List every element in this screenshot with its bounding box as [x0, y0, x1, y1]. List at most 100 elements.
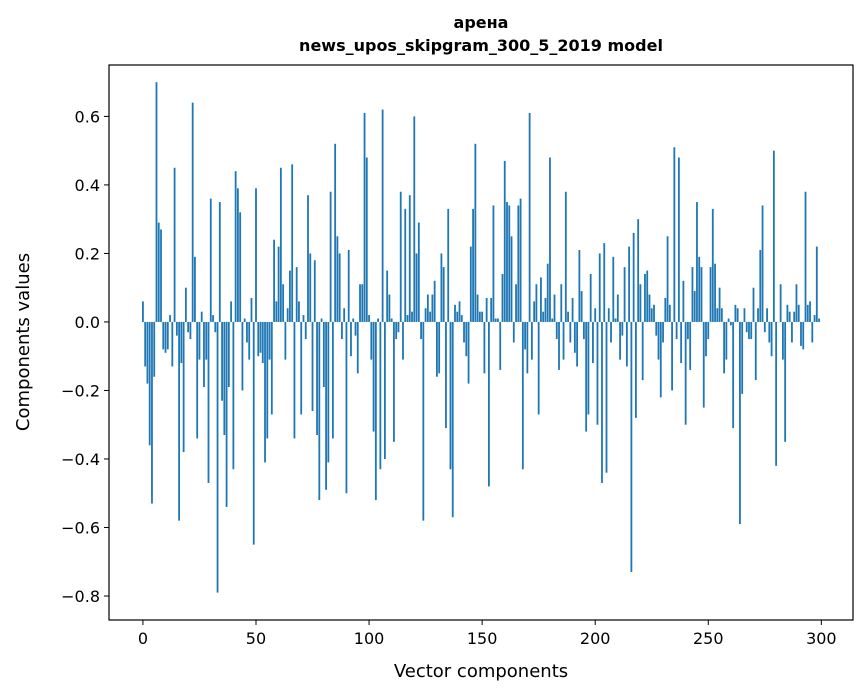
bar: [671, 321, 673, 391]
y-tick-label: −0.8: [61, 587, 100, 606]
bar: [164, 321, 167, 353]
bar: [417, 222, 420, 322]
bar: [277, 246, 280, 322]
bar: [729, 321, 732, 326]
bar: [506, 202, 508, 322]
bar: [657, 321, 660, 360]
bar: [155, 82, 158, 322]
bar: [352, 318, 355, 322]
bar: [449, 321, 452, 470]
bar: [350, 321, 352, 357]
bar: [664, 297, 667, 322]
bar: [232, 321, 235, 470]
bar: [610, 321, 612, 343]
bar: [589, 273, 592, 322]
bar: [648, 294, 651, 322]
bar: [752, 287, 755, 322]
bar: [605, 321, 608, 473]
bar: [786, 304, 789, 322]
bar: [725, 321, 728, 360]
bar: [395, 321, 398, 340]
bar: [619, 321, 621, 360]
bar: [720, 308, 723, 322]
bar: [413, 116, 416, 322]
bar: [759, 250, 762, 322]
bar: [198, 321, 201, 360]
bar: [571, 297, 574, 322]
bar: [377, 318, 380, 322]
bar: [404, 208, 407, 322]
bar: [691, 267, 694, 322]
bar: [485, 297, 488, 322]
bar: [630, 321, 633, 573]
bar: [770, 321, 773, 357]
bar: [727, 318, 730, 322]
bar: [508, 205, 511, 322]
bar: [318, 321, 321, 501]
y-axis-ticks: −0.8 −0.6 −0.4 −0.2 0.0 0.2 0.4 0.6: [61, 107, 109, 606]
bar-series: [142, 82, 820, 593]
bar: [791, 321, 793, 343]
bar: [433, 280, 436, 322]
x-tick-label: 100: [354, 629, 385, 648]
bar: [368, 315, 370, 322]
bar: [431, 294, 434, 322]
bar: [424, 308, 427, 322]
bar: [422, 321, 425, 521]
bar: [286, 308, 289, 322]
bar: [363, 112, 366, 322]
y-tick-label: 0.4: [75, 176, 100, 195]
bar: [261, 321, 264, 364]
bar: [763, 321, 766, 333]
bar: [205, 321, 208, 360]
bar: [668, 304, 671, 322]
bar: [451, 321, 454, 518]
bar: [289, 270, 291, 322]
bar: [463, 321, 465, 343]
bar: [711, 208, 714, 322]
bar: [309, 253, 312, 322]
bar: [399, 191, 402, 322]
bar: [494, 318, 497, 322]
bar: [530, 321, 533, 360]
bar: [146, 321, 149, 384]
bar: [207, 321, 210, 483]
bar: [567, 311, 569, 322]
bar: [542, 311, 545, 322]
bar: [282, 284, 285, 322]
bar: [144, 321, 147, 367]
bar: [266, 321, 269, 439]
bar: [411, 311, 413, 322]
bar: [576, 321, 579, 367]
bar: [592, 321, 594, 364]
bar: [442, 267, 445, 322]
bar: [456, 311, 459, 322]
chart-subtitle: news_upos_skipgram_300_5_2019 model: [299, 36, 663, 55]
bar: [334, 143, 337, 322]
bar: [472, 208, 474, 322]
bar: [173, 167, 176, 322]
bar: [646, 270, 649, 322]
bar: [560, 284, 563, 322]
bar: [555, 321, 558, 340]
bar: [383, 321, 386, 459]
bar: [178, 321, 181, 521]
bar: [307, 195, 309, 322]
bar: [797, 304, 800, 322]
bar: [341, 321, 343, 340]
bar: [653, 304, 655, 322]
bar: [497, 318, 499, 322]
bar: [739, 321, 741, 525]
bar: [601, 321, 603, 483]
bar: [302, 315, 305, 322]
bar: [736, 308, 739, 322]
bar: [578, 250, 581, 322]
bar: [264, 321, 266, 463]
bar: [795, 284, 798, 322]
bar: [142, 301, 144, 322]
bar: [469, 246, 472, 322]
bar: [628, 246, 631, 322]
bar: [359, 284, 361, 322]
x-tick-label: 200: [580, 629, 611, 648]
bar: [802, 321, 805, 350]
